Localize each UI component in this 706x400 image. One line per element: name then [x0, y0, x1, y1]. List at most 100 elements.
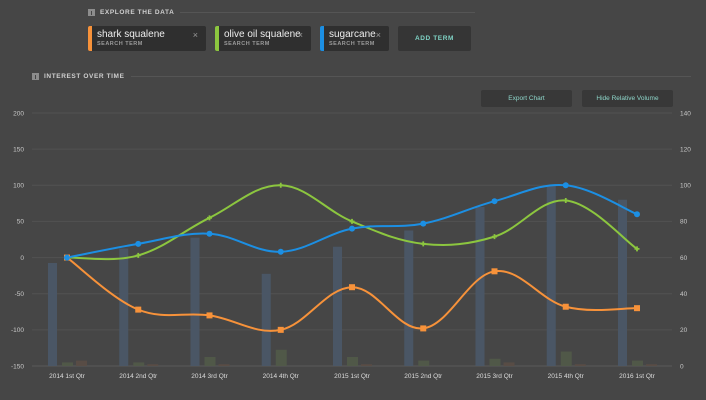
- y2-tick-label: 20: [680, 327, 688, 334]
- volume-bar: [261, 273, 271, 366]
- volume-bar: [190, 237, 200, 366]
- y-tick-label: -150: [11, 363, 24, 370]
- y-tick-label: -100: [11, 327, 24, 334]
- x-tick-label: 2014 4th Qtr: [263, 373, 300, 380]
- data-point: [634, 305, 640, 312]
- x-tick-label: 2015 4th Qtr: [548, 373, 585, 380]
- x-tick-label: 2014 1st Qtr: [49, 373, 86, 380]
- info-icon[interactable]: [32, 73, 39, 80]
- data-point: [491, 198, 498, 205]
- data-point: [420, 220, 427, 227]
- volume-bar: [361, 364, 372, 366]
- info-icon[interactable]: [88, 9, 95, 16]
- volume-bar: [418, 360, 430, 366]
- x-tick-label: 2014 2nd Qtr: [119, 373, 158, 380]
- volume-bar: [347, 356, 358, 366]
- data-point: [135, 240, 142, 247]
- y2-tick-label: 80: [680, 219, 688, 226]
- volume-bar: [48, 262, 57, 366]
- y-tick-label: 150: [13, 146, 24, 153]
- add-term-button[interactable]: ADD TERM: [398, 26, 471, 51]
- data-point: [634, 211, 640, 218]
- term-color-swatch: [88, 26, 92, 51]
- volume-bar: [475, 206, 485, 366]
- data-point: [277, 248, 284, 255]
- series-line-shark-squalene: [66, 256, 638, 332]
- y-tick-label: 0: [20, 255, 24, 262]
- data-point: [492, 234, 497, 240]
- x-tick-label: 2014 3rd Qtr: [191, 373, 228, 380]
- data-point: [135, 252, 141, 258]
- volume-bar: [147, 364, 159, 366]
- x-tick-label: 2015 2nd Qtr: [404, 373, 443, 380]
- divider: [130, 76, 691, 77]
- term-chip-sugarcane[interactable]: sugarcane SEARCH TERM ×: [320, 26, 389, 51]
- volume-bar: [218, 364, 230, 366]
- remove-term-icon[interactable]: ×: [375, 30, 381, 40]
- remove-term-icon[interactable]: ×: [192, 30, 198, 40]
- data-point: [420, 241, 426, 247]
- y2-tick-label: 100: [680, 183, 691, 190]
- term-sublabel: SEARCH TERM: [224, 41, 270, 47]
- data-point: [349, 225, 355, 232]
- y-tick-label: 100: [13, 183, 24, 190]
- volume-bar: [119, 248, 129, 366]
- y2-tick-label: 40: [680, 291, 688, 298]
- y2-tick-label: 60: [680, 255, 688, 262]
- y-tick-label: -50: [15, 291, 25, 298]
- y-tick-label: 200: [13, 110, 24, 117]
- y2-tick-label: 140: [680, 110, 691, 117]
- term-sublabel: SEARCH TERM: [329, 41, 375, 47]
- term-chip-olive-oil-squalene[interactable]: olive oil squalene SEARCH TERM ×: [215, 26, 311, 51]
- data-point: [135, 306, 142, 313]
- volume-bar: [489, 358, 501, 366]
- volume-bar: [632, 360, 643, 366]
- explore-section-header: EXPLORE THE DATA: [88, 9, 476, 16]
- volume-bar: [204, 356, 216, 366]
- volume-bar: [546, 185, 556, 366]
- term-chip-shark-squalene[interactable]: shark squalene SEARCH TERM ×: [88, 26, 206, 51]
- volume-bar: [646, 364, 657, 366]
- data-point: [562, 182, 569, 189]
- data-point: [563, 197, 569, 203]
- volume-bar: [333, 246, 342, 366]
- data-point: [278, 182, 284, 188]
- volume-bar: [560, 351, 572, 366]
- y2-tick-label: 0: [680, 363, 684, 370]
- volume-bar: [76, 360, 87, 366]
- data-point: [349, 218, 355, 224]
- data-point: [562, 303, 569, 310]
- data-point: [206, 312, 213, 319]
- search-terms: shark squalene SEARCH TERM × olive oil s…: [88, 26, 471, 51]
- x-tick-label: 2016 1st Qtr: [619, 373, 656, 380]
- remove-term-icon[interactable]: ×: [297, 30, 303, 40]
- interest-section-header: INTEREST OVER TIME: [32, 73, 691, 80]
- explore-title: EXPLORE THE DATA: [100, 9, 175, 16]
- term-label: sugarcane: [329, 29, 376, 40]
- volume-bar: [133, 362, 145, 366]
- data-point: [64, 254, 70, 261]
- data-point: [206, 230, 213, 237]
- volume-bar: [275, 349, 287, 366]
- volume-bar: [503, 362, 515, 366]
- interest-title: INTEREST OVER TIME: [44, 73, 125, 80]
- data-point: [491, 268, 498, 275]
- term-label: shark squalene: [97, 29, 165, 40]
- data-point: [277, 326, 284, 333]
- data-point: [349, 284, 355, 291]
- term-color-swatch: [215, 26, 219, 51]
- y-tick-label: 50: [17, 219, 25, 226]
- data-point: [634, 246, 640, 252]
- volume-bar: [404, 230, 414, 366]
- x-tick-label: 2015 1st Qtr: [334, 373, 371, 380]
- volume-bar: [62, 362, 73, 366]
- data-point: [420, 325, 427, 332]
- hide-relative-volume-button[interactable]: Hide Relative Volume: [582, 90, 673, 107]
- term-sublabel: SEARCH TERM: [97, 41, 143, 47]
- x-tick-label: 2015 3rd Qtr: [476, 373, 513, 380]
- export-chart-button[interactable]: Export Chart: [481, 90, 572, 107]
- y2-tick-label: 120: [680, 146, 691, 153]
- data-point: [207, 215, 212, 221]
- divider: [180, 12, 476, 13]
